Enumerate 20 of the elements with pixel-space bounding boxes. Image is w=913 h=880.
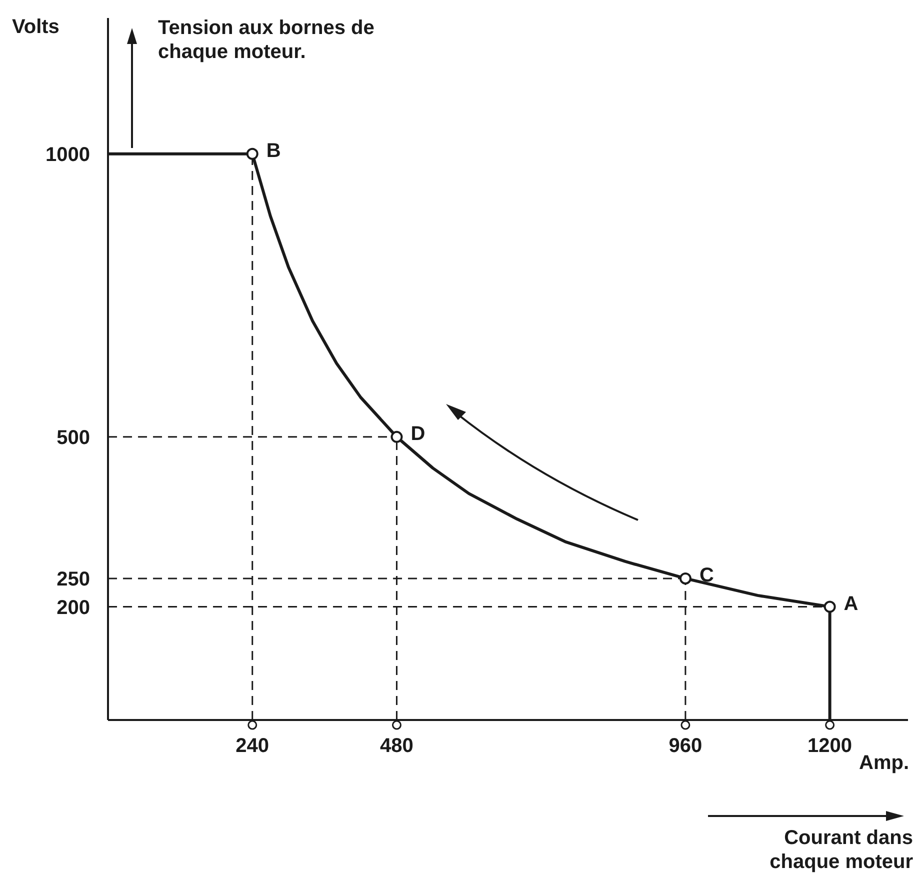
x-tick-label: 1200 xyxy=(808,735,852,757)
y-tick-label: 1000 xyxy=(46,144,90,166)
annotation: C xyxy=(699,564,714,587)
annotation: D xyxy=(410,423,426,446)
x-tick-label: 480 xyxy=(380,735,414,757)
point xyxy=(390,430,403,443)
point xyxy=(679,572,692,584)
point xyxy=(824,600,836,613)
y-tick-label: 200 xyxy=(56,596,90,619)
y-tick-label: 500 xyxy=(56,426,90,449)
x-tick-label: 240 xyxy=(236,735,270,757)
annotation: B xyxy=(266,140,281,162)
y-axis-title: Volts xyxy=(12,16,60,39)
text: Courant dans chaque moteur xyxy=(768,826,913,874)
x-axis-title: Amp. xyxy=(859,752,909,775)
y-tick-label: 250 xyxy=(56,568,90,590)
point xyxy=(246,148,258,160)
annotation: A xyxy=(844,592,858,615)
annotation: Tension aux bornes de chaque moteur. xyxy=(158,16,376,64)
x-tick-label: 960 xyxy=(668,735,702,757)
